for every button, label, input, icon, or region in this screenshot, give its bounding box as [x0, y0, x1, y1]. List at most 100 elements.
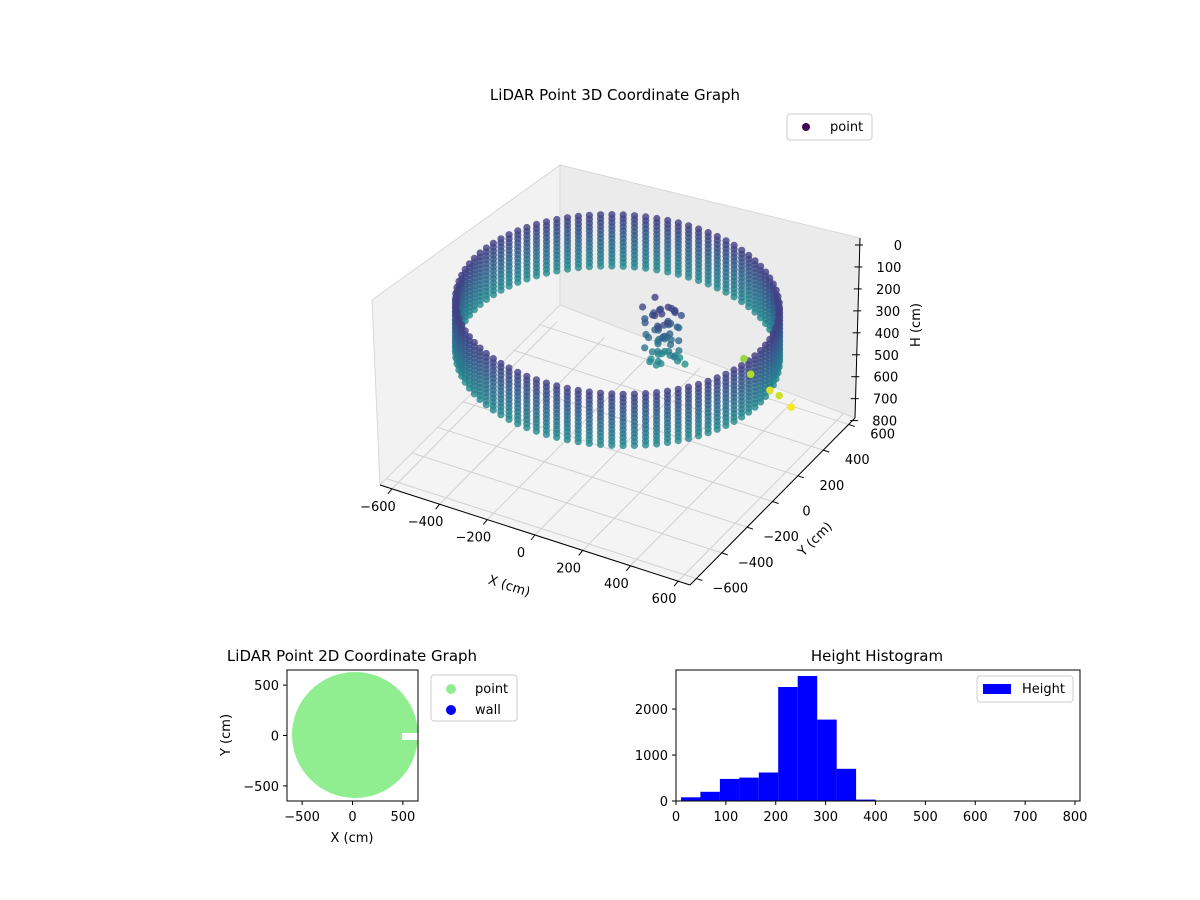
x-tick-label-hist: 300 [813, 810, 838, 825]
histogram-bar [719, 778, 740, 801]
point-3d [654, 348, 662, 356]
legend-histogram: Height [976, 675, 1074, 703]
point-3d [722, 421, 730, 430]
point-3d [574, 264, 583, 272]
z-tick-label-3d: 700 [873, 393, 898, 408]
point-3d [619, 442, 627, 450]
point-3d [666, 330, 674, 338]
x-tick-label-hist: 600 [963, 810, 988, 825]
point-3d [505, 282, 513, 290]
x-tick-label-hist: 200 [763, 810, 788, 825]
point-3d [505, 415, 513, 423]
point-3d [608, 262, 616, 270]
histogram-title: Height Histogram [811, 647, 943, 665]
point-3d [713, 425, 721, 433]
x-tick-label-hist: 0 [672, 810, 680, 825]
point-3d [542, 269, 551, 277]
y-tick-3d [696, 578, 703, 582]
point-3d [597, 262, 605, 270]
z-tick-label-3d: 0 [894, 239, 902, 254]
point-3d [722, 288, 730, 296]
point-3d [542, 430, 551, 438]
y-tick-label-3d: −600 [712, 582, 748, 597]
z-tick-label-3d: 200 [876, 283, 901, 298]
histogram-bar [739, 777, 759, 801]
x-tick-3d [482, 519, 488, 525]
grid-line-y [411, 452, 722, 554]
points-3d [451, 211, 796, 450]
point-3d [663, 319, 672, 327]
x-tick-label-hist: 800 [1063, 810, 1088, 825]
point-3d-outlier [746, 370, 755, 379]
point-3d [654, 322, 662, 330]
y-axis-label-3d: Y (cm) [795, 519, 836, 560]
point-3d [523, 275, 531, 283]
x-tick-label-3d: −600 [360, 500, 396, 515]
point-3d [730, 293, 738, 301]
x-tick-label-hist: 500 [913, 810, 938, 825]
y-tick-label-2d: 500 [254, 679, 279, 694]
x-tick-3d [673, 580, 679, 587]
point-3d [641, 319, 649, 327]
x-tick-3d [387, 488, 393, 495]
legend-3d-box [786, 113, 873, 141]
histogram-bar [856, 799, 876, 801]
histogram-bar [700, 791, 720, 801]
point-3d [596, 440, 605, 449]
x-tick-label-2d: 500 [390, 810, 415, 825]
y-tick-label-3d: 200 [819, 479, 844, 494]
point-3d [608, 441, 616, 449]
point-3d [751, 308, 759, 316]
y-tick-label-2d: 0 [271, 730, 279, 745]
point-3d [675, 347, 683, 355]
y-tick-label-3d: −200 [763, 530, 799, 545]
y-tick-label-hist: 2000 [635, 703, 668, 718]
x-tick-label-3d: 600 [652, 592, 677, 607]
point-3d [648, 348, 657, 356]
point-3d [664, 303, 672, 311]
x-tick-label-hist: 700 [1013, 810, 1038, 825]
point-3d [476, 395, 484, 404]
point-3d [694, 432, 703, 440]
point-3d [489, 291, 497, 299]
histogram-bar [797, 676, 818, 801]
point-3d [695, 276, 703, 284]
x-tick-3d [530, 534, 536, 541]
point-3d [563, 265, 572, 273]
y-tick-3d [797, 475, 805, 479]
point-3d-outlier [766, 386, 774, 395]
point-3d [630, 263, 639, 271]
legend-hist-label: Height [1022, 682, 1065, 697]
grid-line-y [462, 401, 773, 502]
point-3d [685, 273, 693, 281]
x-tick-label-3d: −400 [408, 515, 444, 530]
point-3d [532, 272, 541, 280]
point-3d [489, 406, 497, 414]
z-axis-line [854, 237, 861, 419]
legend-3d-label: point [830, 120, 863, 135]
point-3d [482, 295, 490, 303]
point-3d [658, 310, 666, 318]
x-tick-3d [435, 503, 441, 510]
x-tick-label-2d: 0 [348, 810, 356, 825]
point-3d [713, 284, 721, 292]
chart-histogram: Height Histogram 0 100 200 300 400 500 600 700 8… [635, 647, 1088, 825]
point-3d-outlier [775, 391, 783, 400]
point-3d [619, 262, 627, 270]
x-tick-label-hist: 400 [863, 810, 888, 825]
point-3d [574, 438, 582, 446]
z-tick-label-3d: 800 [872, 415, 897, 430]
legend-3d: point [786, 113, 873, 141]
y-tick-label-3d: 0 [802, 505, 810, 520]
point-3d [514, 420, 522, 428]
point-3d [585, 263, 594, 271]
point-3d [751, 403, 759, 411]
point-disk-notch [402, 733, 418, 740]
point-3d [553, 267, 561, 275]
point-3d [663, 438, 672, 447]
point-3d [470, 390, 478, 398]
legend-2d-marker-wall [446, 705, 456, 715]
x-tick-label-3d: 0 [517, 546, 525, 561]
point-disk [292, 672, 418, 798]
